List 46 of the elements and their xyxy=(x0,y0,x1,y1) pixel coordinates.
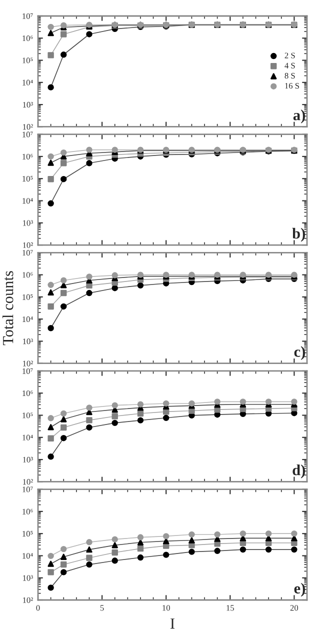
y-tick-label: 10⁷ xyxy=(22,486,33,492)
legend-label: 16 S xyxy=(285,83,299,89)
legend-label: 2 S xyxy=(284,52,295,58)
y-tick-label: 10⁶ xyxy=(22,272,33,278)
y-tick-label: 10² xyxy=(23,597,33,603)
annotation: b) xyxy=(292,228,305,242)
y-tick-label: 10² xyxy=(23,124,33,130)
y-tick-label: 10⁶ xyxy=(22,390,33,396)
y-tick-label: 10⁴ xyxy=(22,80,33,86)
y-tick-label: 10⁶ xyxy=(22,154,33,160)
y-tick-label: 10⁵ xyxy=(22,530,33,537)
y-tick-label: 10³ xyxy=(23,338,33,344)
y-tick-label: 10⁷ xyxy=(22,13,33,19)
y-tick-label: 10⁷ xyxy=(22,132,33,138)
y-tick-label: 10⁷ xyxy=(22,250,33,256)
y-tick-label: 10⁴ xyxy=(22,553,33,559)
y-tick-label: 10⁴ xyxy=(22,434,33,440)
y-tick-label: 10⁶ xyxy=(22,508,33,514)
y-axis-title: Total counts xyxy=(2,271,14,346)
y-tick-label: 10³ xyxy=(23,220,33,226)
x-tick-label: 20 xyxy=(290,605,298,611)
x-tick-label: 0 xyxy=(36,605,40,611)
y-tick-label: 10² xyxy=(23,360,33,366)
legend-label: 8 S xyxy=(284,72,295,79)
annotation: d) xyxy=(292,464,305,478)
legend-label: 4 S xyxy=(284,62,295,68)
x-axis-title: I xyxy=(170,618,175,629)
annotation: c) xyxy=(294,346,305,360)
y-tick-label: 10² xyxy=(23,479,33,485)
y-tick-label: 10⁵ xyxy=(22,412,33,418)
x-tick-label: 15 xyxy=(226,605,234,611)
y-tick-label: 10⁵ xyxy=(22,294,33,300)
x-tick-label: 5 xyxy=(100,605,104,611)
y-tick-label: 10² xyxy=(23,242,33,248)
y-tick-label: 10⁵ xyxy=(22,58,33,64)
y-tick-label: 10⁴ xyxy=(22,198,33,204)
y-tick-label: 10⁶ xyxy=(22,35,33,42)
x-tick-label: 10 xyxy=(162,605,170,611)
y-tick-label: 10³ xyxy=(23,456,33,463)
annotation: a) xyxy=(293,110,305,124)
y-tick-label: 10³ xyxy=(23,575,33,581)
y-tick-label: 10⁴ xyxy=(22,316,33,322)
y-tick-label: 10³ xyxy=(23,102,33,108)
annotation: e) xyxy=(294,582,305,597)
y-tick-label: 10⁷ xyxy=(22,368,33,374)
y-tick-label: 10⁵ xyxy=(22,176,33,182)
